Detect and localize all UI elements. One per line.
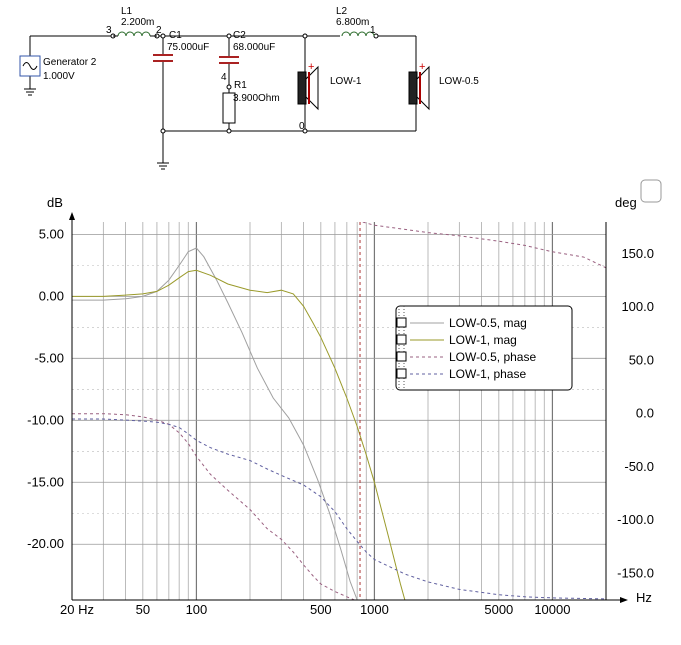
x-axis-arrow-icon <box>620 597 628 603</box>
x-tick-label: 5000 <box>484 602 513 617</box>
node-0-label: 0 <box>299 121 305 132</box>
legend-checkbox[interactable] <box>396 317 407 328</box>
crossover-schematic: + + <box>19 31 430 170</box>
x-tick-label: 100 <box>186 602 208 617</box>
c1-name: C1 <box>169 30 182 41</box>
node-dot <box>226 84 232 90</box>
l1-name: L1 <box>121 6 133 17</box>
series-line-4 <box>72 418 606 600</box>
node-dot <box>226 128 232 134</box>
l1-value: 2.200m <box>121 17 154 28</box>
node-dot <box>160 128 166 134</box>
y-tick-label-left: -20.00 <box>27 536 64 551</box>
y-tick-label-left: -5.00 <box>34 350 64 365</box>
r1-name: R1 <box>234 80 247 91</box>
options-button[interactable] <box>640 179 662 203</box>
node-dot <box>160 33 166 39</box>
y-tick-label-right: 150.0 <box>621 246 654 261</box>
inductor-l2-icon[interactable] <box>341 31 375 37</box>
y-tick-label-left: -10.00 <box>27 412 64 427</box>
ground-icon <box>157 162 169 170</box>
capacitor-c2-icon[interactable] <box>219 56 239 64</box>
legend-label: LOW-1, mag <box>449 333 517 347</box>
y-tick-label-right: -100.0 <box>617 512 654 527</box>
speaker-low-1-label: LOW-1 <box>330 76 362 87</box>
c1-value: 75.000uF <box>167 42 209 53</box>
y-tick-label-right: 100.0 <box>621 299 654 314</box>
x-tick-label: 50 <box>136 602 150 617</box>
l2-value: 6.800m <box>336 17 369 28</box>
y-axis-right-label: deg <box>615 195 637 210</box>
legend-checkbox[interactable] <box>396 334 407 345</box>
speaker-low-05-plus: + <box>419 61 425 73</box>
y-axis-arrow-icon <box>69 212 75 220</box>
y-tick-label-right: 0.0 <box>636 406 654 421</box>
y-tick-label-right: -50.0 <box>624 459 654 474</box>
tick-labels: 20 Hz 50 100 500 1000 5000 10000 5.00 0.00 -5.00 -… <box>27 226 654 617</box>
x-axis-label: Hz <box>636 590 652 605</box>
legend: LOW-0.5, mag LOW-1, mag LOW-0.5, phase LOW-… <box>395 305 573 391</box>
plot-area <box>72 222 606 600</box>
r1-value: 3.900Ohm <box>233 93 280 104</box>
x-tick-label: 500 <box>310 602 332 617</box>
node-4-label: 4 <box>221 72 227 83</box>
node-dot <box>226 33 232 39</box>
node-2-label: 2 <box>156 25 162 36</box>
capacitor-c1-icon[interactable] <box>153 54 173 62</box>
axes <box>71 216 626 601</box>
speaker-low-05-label: LOW-0.5 <box>439 76 479 87</box>
legend-checkbox[interactable] <box>396 351 407 362</box>
resistor-r1-icon[interactable] <box>222 92 236 124</box>
legend-label: LOW-0.5, phase <box>449 350 536 364</box>
c2-name: C2 <box>233 30 246 41</box>
y-tick-label-left: 0.00 <box>39 288 64 303</box>
y-tick-label-left: 5.00 <box>39 226 64 241</box>
node-3-label: 3 <box>106 25 112 36</box>
inductor-l1-icon[interactable] <box>117 31 151 37</box>
generator-name: Generator 2 <box>43 57 97 68</box>
node-1-label: 1 <box>370 25 376 36</box>
ground-icon <box>24 88 36 96</box>
legend-label: LOW-1, phase <box>449 367 526 381</box>
frequency-response-chart: 20 Hz 50 100 500 1000 5000 10000 5.00 0.00 -5.00 -… <box>27 179 662 617</box>
y-tick-label-left: -15.00 <box>27 474 64 489</box>
speaker-low-1-plus: + <box>308 61 314 73</box>
node-dot <box>302 128 308 134</box>
speaker-low-05-icon[interactable] <box>408 65 430 111</box>
legend-label: LOW-0.5, mag <box>449 316 527 330</box>
node-dot <box>302 33 308 39</box>
speaker-low-1-icon[interactable] <box>297 65 319 111</box>
y-axis-left-label: dB <box>47 195 63 210</box>
legend-box <box>395 305 573 391</box>
series-line-3 <box>72 222 606 600</box>
series-layer <box>72 222 606 600</box>
x-tick-label: 1000 <box>360 602 389 617</box>
generator-icon[interactable] <box>19 55 41 77</box>
x-tick-label: 20 Hz <box>60 602 94 617</box>
x-tick-label: 10000 <box>534 602 570 617</box>
series-line-2 <box>72 269 406 600</box>
y-tick-label-right: 50.0 <box>629 352 654 367</box>
generator-value: 1.000V <box>43 71 75 82</box>
series-line-1 <box>72 247 358 600</box>
y-tick-label-right: -150.0 <box>617 565 654 580</box>
l2-name: L2 <box>336 6 348 17</box>
legend-checkbox[interactable] <box>396 368 407 379</box>
c2-value: 68.000uF <box>233 42 275 53</box>
